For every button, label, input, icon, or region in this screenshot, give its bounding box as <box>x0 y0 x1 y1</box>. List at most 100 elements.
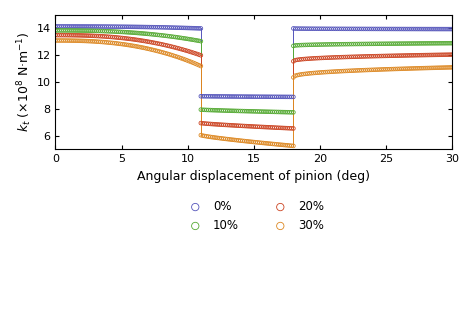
Point <box>350 68 357 73</box>
Point <box>354 41 362 47</box>
Point <box>404 66 411 71</box>
Point <box>214 108 222 113</box>
Point <box>384 26 392 32</box>
Point <box>214 135 222 141</box>
Point <box>400 41 408 46</box>
20% <box>170 44 177 50</box>
Point <box>240 138 248 144</box>
Point <box>278 142 286 148</box>
Point <box>440 41 448 46</box>
Point <box>362 68 369 73</box>
0% <box>127 24 134 29</box>
Point <box>226 122 233 128</box>
20% <box>197 53 205 58</box>
0% <box>73 24 81 29</box>
30% <box>183 58 191 63</box>
Point <box>301 42 309 48</box>
Point <box>346 68 354 73</box>
Point <box>300 42 307 48</box>
Point <box>360 54 367 59</box>
Point <box>231 108 238 114</box>
Point <box>314 26 321 31</box>
Point <box>308 56 315 61</box>
30% <box>85 38 92 44</box>
0% <box>107 24 114 29</box>
30% <box>64 38 71 43</box>
Point <box>424 52 432 58</box>
Point <box>269 141 276 147</box>
Point <box>426 65 434 71</box>
20% <box>193 51 201 57</box>
30% <box>160 50 167 55</box>
Point <box>210 135 218 140</box>
Point <box>442 65 450 70</box>
Point <box>248 94 255 99</box>
Point <box>292 58 299 63</box>
30% <box>165 52 173 57</box>
Point <box>284 110 292 115</box>
Point <box>306 56 313 61</box>
Point <box>338 69 346 74</box>
Point <box>246 109 254 114</box>
Point <box>240 123 248 129</box>
Point <box>231 123 238 128</box>
Point <box>394 41 401 46</box>
Point <box>442 26 450 32</box>
30% <box>103 40 110 45</box>
Point <box>242 109 250 114</box>
0% <box>52 24 59 29</box>
30% <box>60 38 67 43</box>
20% <box>183 48 191 54</box>
10% <box>122 29 130 35</box>
Point <box>376 53 383 59</box>
Point <box>252 94 259 99</box>
Point <box>237 108 244 114</box>
Point <box>290 143 297 149</box>
10% <box>197 38 205 44</box>
Point <box>404 41 411 46</box>
Point <box>446 52 454 57</box>
Point <box>380 67 388 72</box>
Point <box>312 70 319 75</box>
10% <box>156 32 164 38</box>
10% <box>132 30 140 35</box>
Point <box>418 53 426 58</box>
Point <box>446 65 454 70</box>
Point <box>263 124 271 130</box>
Point <box>214 122 222 127</box>
Point <box>398 66 406 71</box>
20% <box>64 32 71 38</box>
Point <box>318 55 325 61</box>
10% <box>136 30 144 36</box>
10% <box>110 29 118 34</box>
Point <box>444 52 452 57</box>
Point <box>346 26 354 31</box>
Point <box>265 125 273 130</box>
Point <box>214 94 222 99</box>
30% <box>95 39 102 44</box>
Point <box>358 68 365 73</box>
Point <box>227 122 235 128</box>
Point <box>218 108 226 113</box>
Point <box>440 65 448 70</box>
Point <box>416 53 424 58</box>
Point <box>420 66 428 71</box>
Point <box>432 41 440 46</box>
Point <box>263 109 271 114</box>
Point <box>235 138 242 143</box>
20% <box>89 33 97 38</box>
Point <box>298 72 305 77</box>
Point <box>396 53 403 58</box>
Point <box>237 123 244 128</box>
Point <box>324 55 331 60</box>
Point <box>350 41 357 47</box>
Point <box>293 72 301 78</box>
Point <box>310 71 317 76</box>
30% <box>138 45 146 50</box>
0% <box>187 25 195 31</box>
Point <box>296 57 303 62</box>
0% <box>75 24 83 29</box>
Point <box>366 67 374 72</box>
20% <box>81 33 89 38</box>
Point <box>314 42 321 47</box>
